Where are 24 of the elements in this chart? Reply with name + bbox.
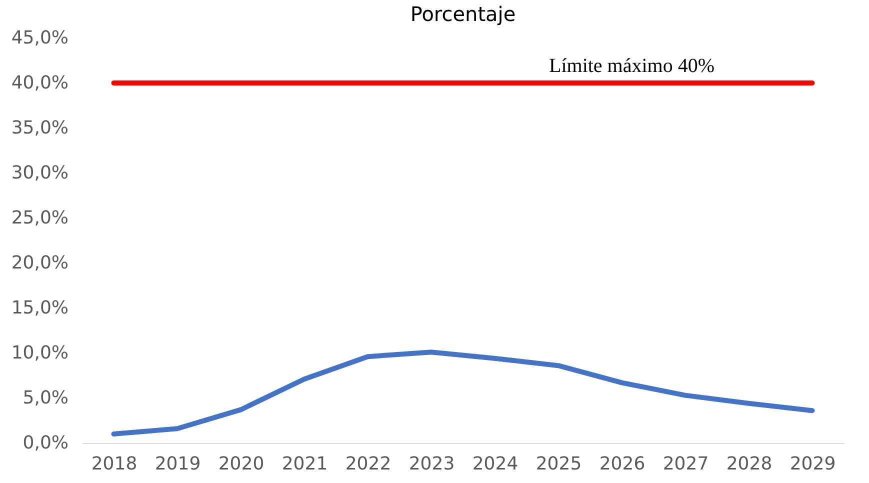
- x-tick-label: 2021: [282, 454, 328, 474]
- x-tick-label: 2022: [345, 454, 392, 474]
- x-tick-label: 2029: [790, 454, 836, 474]
- x-tick-label: 2020: [218, 454, 264, 474]
- y-tick-label: 35,0%: [11, 118, 68, 138]
- series-label: Límite máximo 40%: [548, 55, 715, 77]
- x-tick-label: 2019: [154, 454, 201, 474]
- y-tick-label: 20,0%: [11, 252, 68, 274]
- x-tick-label: 2025: [536, 454, 582, 474]
- y-tick-label: 0,0%: [22, 432, 68, 454]
- x-tick-label: 2023: [408, 454, 455, 474]
- x-tick-label: 2026: [599, 454, 646, 474]
- x-tick-label: 2028: [726, 454, 772, 474]
- x-tick-label: 2018: [91, 454, 138, 474]
- x-tick-label: 2024: [472, 454, 518, 474]
- y-tick-label: 15,0%: [11, 298, 68, 318]
- y-tick-label: 10,0%: [11, 342, 68, 364]
- y-tick-label: 30,0%: [11, 162, 68, 184]
- y-tick-label: 45,0%: [11, 28, 68, 48]
- y-tick-label: 25,0%: [11, 208, 68, 228]
- y-tick-label: 40,0%: [11, 72, 68, 94]
- y-tick-label: 5,0%: [22, 388, 68, 408]
- x-tick-label: 2027: [662, 454, 709, 474]
- chart-title: Porcentaje: [410, 2, 516, 26]
